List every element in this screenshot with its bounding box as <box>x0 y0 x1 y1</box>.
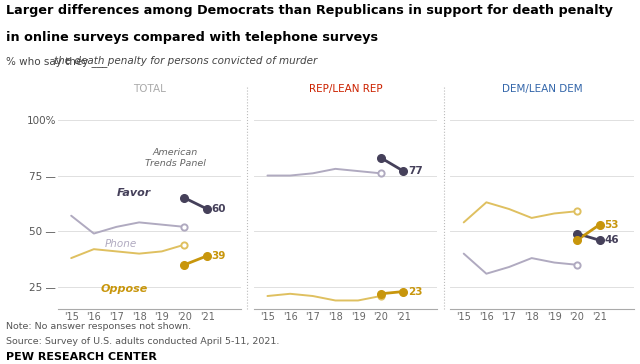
Text: Larger differences among Democrats than Republicans in support for death penalty: Larger differences among Democrats than … <box>6 4 613 17</box>
Text: Source: Survey of U.S. adults conducted April 5-11, 2021.: Source: Survey of U.S. adults conducted … <box>6 337 280 346</box>
Text: DEM/LEAN DEM: DEM/LEAN DEM <box>502 84 582 94</box>
Text: Favor: Favor <box>116 189 151 198</box>
Text: 60: 60 <box>212 204 226 214</box>
Text: Note: No answer responses not shown.: Note: No answer responses not shown. <box>6 322 191 331</box>
Text: 46: 46 <box>604 235 619 245</box>
Text: 77: 77 <box>408 166 422 176</box>
Text: 23: 23 <box>408 286 422 297</box>
Text: Phone: Phone <box>105 238 138 249</box>
Text: 53: 53 <box>604 219 619 230</box>
Text: Oppose: Oppose <box>100 284 148 294</box>
Text: 39: 39 <box>212 251 226 261</box>
Text: PEW RESEARCH CENTER: PEW RESEARCH CENTER <box>6 352 157 362</box>
Text: % who say they ___: % who say they ___ <box>6 56 111 67</box>
Text: in online surveys compared with telephone surveys: in online surveys compared with telephon… <box>6 31 378 44</box>
Text: American
Trends Panel: American Trends Panel <box>145 148 206 168</box>
Text: the death penalty for persons convicted of murder: the death penalty for persons convicted … <box>54 56 317 66</box>
Text: TOTAL: TOTAL <box>133 84 166 94</box>
Text: REP/LEAN REP: REP/LEAN REP <box>308 84 383 94</box>
